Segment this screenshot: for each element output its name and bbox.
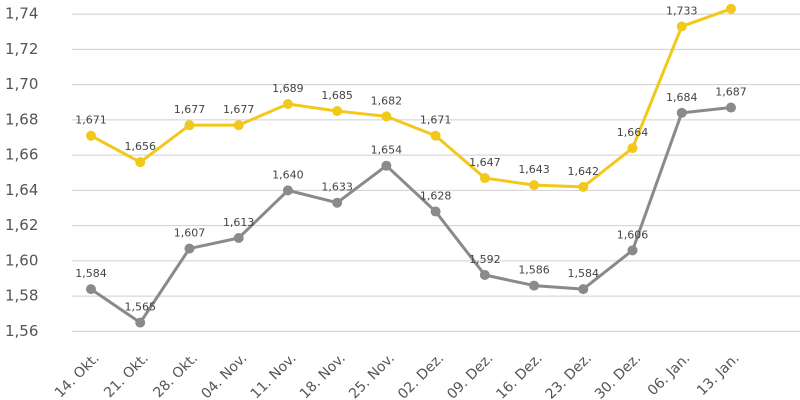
- point: [529, 280, 540, 291]
- value-label: 1,682: [371, 94, 403, 107]
- value-label: 1,733: [666, 4, 698, 17]
- value-label: 1,633: [321, 181, 353, 194]
- point: [282, 185, 293, 196]
- point: [430, 206, 441, 217]
- point: [627, 245, 638, 256]
- point: [233, 120, 244, 131]
- point: [627, 143, 638, 154]
- point: [282, 99, 293, 110]
- value-label: 1,677: [223, 103, 255, 116]
- value-label: 1,687: [715, 86, 747, 99]
- value-label: 1,613: [223, 216, 255, 229]
- y-tick-label: 1,72: [5, 40, 38, 58]
- value-label: 1,584: [568, 267, 600, 280]
- point: [332, 106, 343, 117]
- value-label: 1,565: [124, 301, 156, 314]
- value-label: 1,689: [272, 82, 304, 95]
- x-tick-label: 02. Dez.: [395, 350, 447, 400]
- x-tick-label: 25. Nov.: [346, 350, 398, 400]
- point: [676, 21, 687, 32]
- point: [529, 180, 540, 191]
- series-line: [90, 106, 732, 325]
- point: [184, 120, 195, 131]
- value-label: 1,643: [518, 163, 550, 176]
- value-label: 1,677: [174, 103, 206, 116]
- value-label: 1,628: [420, 190, 452, 203]
- value-label: 1,671: [75, 114, 107, 127]
- point: [135, 157, 146, 168]
- x-tick-label: 30. Dez.: [592, 350, 644, 400]
- value-label: 1,664: [617, 126, 649, 139]
- x-tick-label: 06. Jan.: [645, 350, 694, 399]
- point: [86, 284, 96, 295]
- point: [430, 130, 441, 141]
- x-tick-label: 09. Dez.: [444, 350, 496, 400]
- x-tick-label: 13. Jan.: [694, 350, 743, 399]
- x-tick-label: 23. Dez.: [543, 350, 595, 400]
- point: [86, 130, 96, 141]
- x-tick-label: 14. Okt.: [52, 350, 103, 400]
- y-tick-label: 1,70: [5, 75, 38, 93]
- point: [479, 173, 490, 184]
- value-label: 1,640: [272, 168, 304, 181]
- x-tick-label: 28. Okt.: [150, 350, 201, 400]
- y-tick-label: 1,60: [5, 251, 38, 269]
- value-label: 1,685: [321, 89, 353, 102]
- point: [725, 102, 736, 113]
- point: [725, 3, 736, 14]
- x-tick-label: 18. Nov.: [297, 350, 349, 400]
- value-label: 1,642: [568, 165, 600, 178]
- x-tick-label: 04. Nov.: [198, 350, 250, 400]
- value-label: 1,592: [469, 253, 501, 266]
- series-line: [90, 7, 732, 189]
- y-tick-label: 1,58: [5, 287, 38, 305]
- value-label: 1,671: [420, 114, 452, 127]
- point: [135, 317, 146, 328]
- point: [184, 243, 195, 254]
- value-label: 1,647: [469, 156, 501, 169]
- point: [381, 160, 392, 171]
- value-label: 1,584: [75, 267, 107, 280]
- value-label: 1,656: [124, 140, 156, 153]
- point: [381, 111, 392, 122]
- value-label: 1,606: [617, 228, 649, 241]
- point: [479, 270, 490, 281]
- y-tick-label: 1,56: [5, 322, 38, 340]
- value-label: 1,684: [666, 91, 698, 104]
- y-tick-label: 1,74: [5, 5, 38, 23]
- value-label: 1,607: [174, 227, 206, 240]
- y-tick-label: 1,68: [5, 110, 38, 128]
- point: [578, 181, 589, 192]
- value-label: 1,654: [371, 144, 403, 157]
- x-tick-label: 16. Dez.: [493, 350, 545, 400]
- point: [676, 107, 687, 118]
- y-tick-label: 1,62: [5, 216, 38, 234]
- point: [233, 232, 244, 243]
- value-label: 1,586: [518, 264, 550, 277]
- point: [578, 284, 589, 295]
- point: [332, 197, 343, 208]
- x-tick-label: 11. Nov.: [248, 350, 300, 400]
- y-tick-label: 1,64: [5, 181, 38, 199]
- y-tick-label: 1,66: [5, 146, 38, 164]
- x-tick-label: 21. Okt.: [101, 350, 152, 400]
